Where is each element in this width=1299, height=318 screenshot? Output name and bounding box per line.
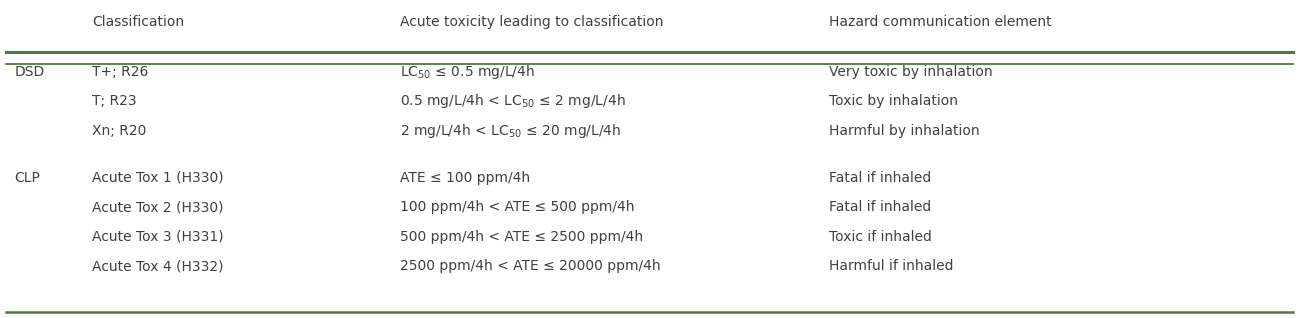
Text: CLP: CLP (14, 171, 40, 185)
Text: Acute Tox 2 (H330): Acute Tox 2 (H330) (92, 200, 223, 214)
Text: Acute Tox 4 (H332): Acute Tox 4 (H332) (92, 259, 223, 273)
Text: Fatal if inhaled: Fatal if inhaled (829, 171, 931, 185)
Text: Acute Tox 3 (H331): Acute Tox 3 (H331) (92, 230, 223, 244)
Text: LC$_{50}$ ≤ 0.5 mg/L/4h: LC$_{50}$ ≤ 0.5 mg/L/4h (400, 63, 535, 80)
Text: 2500 ppm/4h < ATE ≤ 20000 ppm/4h: 2500 ppm/4h < ATE ≤ 20000 ppm/4h (400, 259, 661, 273)
Text: T; R23: T; R23 (92, 94, 136, 108)
Text: 0.5 mg/L/4h < LC$_{50}$ ≤ 2 mg/L/4h: 0.5 mg/L/4h < LC$_{50}$ ≤ 2 mg/L/4h (400, 92, 626, 110)
Text: Hazard communication element: Hazard communication element (829, 15, 1051, 29)
Text: Toxic by inhalation: Toxic by inhalation (829, 94, 957, 108)
Text: T+; R26: T+; R26 (92, 65, 148, 79)
Text: Very toxic by inhalation: Very toxic by inhalation (829, 65, 992, 79)
Text: Classification: Classification (92, 15, 184, 29)
Text: Harmful by inhalation: Harmful by inhalation (829, 124, 979, 138)
Text: 500 ppm/4h < ATE ≤ 2500 ppm/4h: 500 ppm/4h < ATE ≤ 2500 ppm/4h (400, 230, 643, 244)
Text: 2 mg/L/4h < LC$_{50}$ ≤ 20 mg/L/4h: 2 mg/L/4h < LC$_{50}$ ≤ 20 mg/L/4h (400, 122, 621, 140)
Text: Xn; R20: Xn; R20 (92, 124, 147, 138)
Text: Acute toxicity leading to classification: Acute toxicity leading to classification (400, 15, 664, 29)
Text: ATE ≤ 100 ppm/4h: ATE ≤ 100 ppm/4h (400, 171, 530, 185)
Text: 100 ppm/4h < ATE ≤ 500 ppm/4h: 100 ppm/4h < ATE ≤ 500 ppm/4h (400, 200, 635, 214)
Text: Toxic if inhaled: Toxic if inhaled (829, 230, 931, 244)
Text: Fatal if inhaled: Fatal if inhaled (829, 200, 931, 214)
Text: Harmful if inhaled: Harmful if inhaled (829, 259, 953, 273)
Text: Acute Tox 1 (H330): Acute Tox 1 (H330) (92, 171, 223, 185)
Text: DSD: DSD (14, 65, 44, 79)
